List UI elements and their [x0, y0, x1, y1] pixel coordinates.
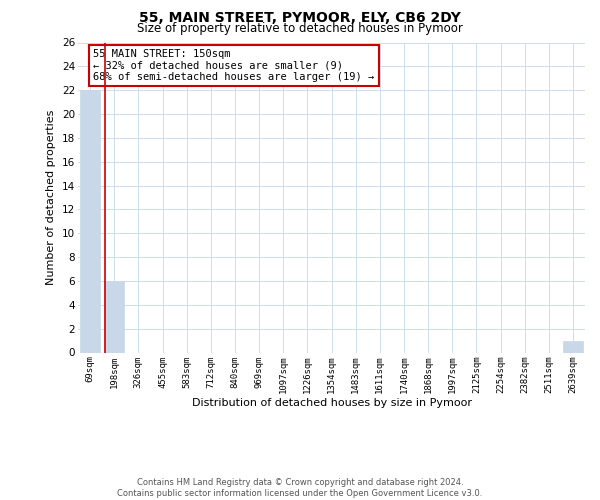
Bar: [80, 90, 100, 352]
Text: Contains HM Land Registry data © Crown copyright and database right 2024.
Contai: Contains HM Land Registry data © Crown c…: [118, 478, 482, 498]
Y-axis label: Number of detached properties: Number of detached properties: [46, 110, 56, 285]
Text: Size of property relative to detached houses in Pymoor: Size of property relative to detached ho…: [137, 22, 463, 35]
Text: 55 MAIN STREET: 150sqm
← 32% of detached houses are smaller (9)
68% of semi-deta: 55 MAIN STREET: 150sqm ← 32% of detached…: [93, 48, 374, 82]
Text: 55, MAIN STREET, PYMOOR, ELY, CB6 2DY: 55, MAIN STREET, PYMOOR, ELY, CB6 2DY: [139, 11, 461, 25]
Bar: [563, 340, 583, 352]
Bar: [104, 281, 124, 352]
X-axis label: Distribution of detached houses by size in Pymoor: Distribution of detached houses by size …: [191, 398, 472, 408]
